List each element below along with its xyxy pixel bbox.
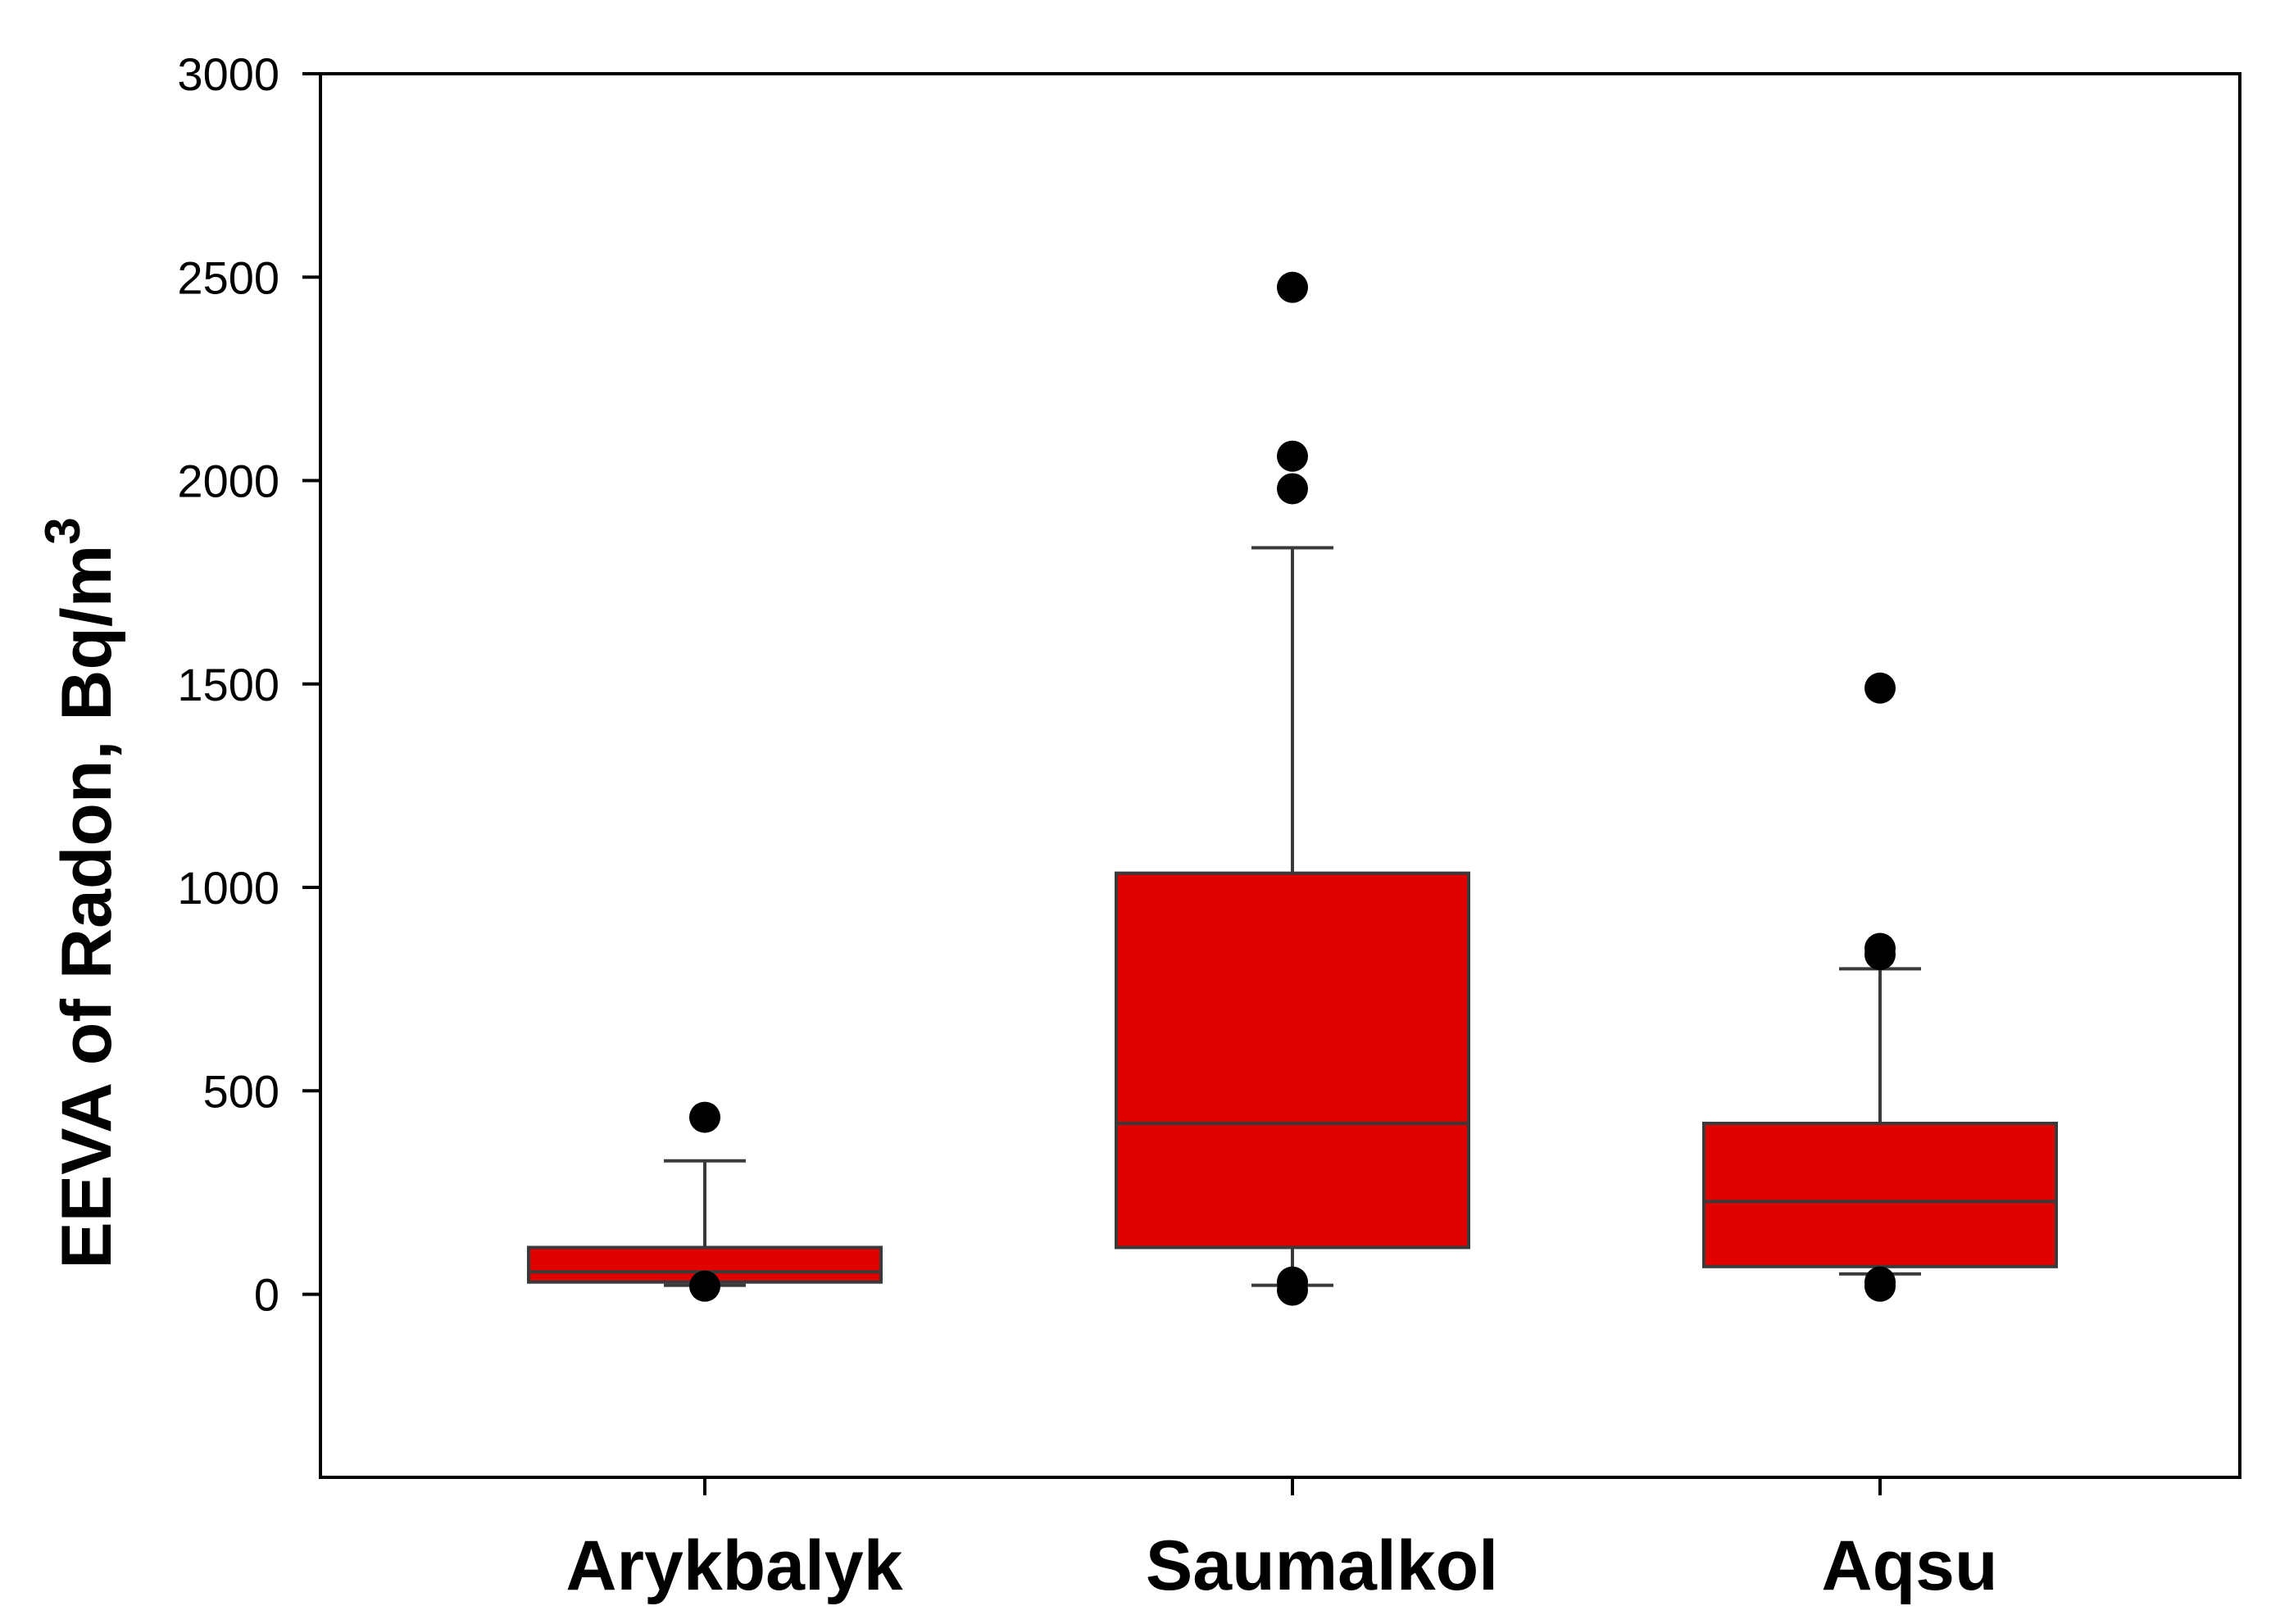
- y-tick-label-2500: 2500: [177, 252, 279, 303]
- y-axis-title: EEVA of Radon, Bq/m3: [35, 517, 126, 1268]
- y-axis-title-superscript: 3: [35, 517, 90, 544]
- outlier-point-saumalkol-4: [1277, 1274, 1308, 1306]
- outlier-point-saumalkol-1: [1277, 440, 1308, 472]
- box-group-saumalkol: [1115, 271, 1470, 1306]
- outlier-point-arykbalyk-1: [689, 1270, 720, 1302]
- outlier-point-aqsu-2: [1864, 938, 1896, 970]
- y-tick-label-500: 500: [203, 1065, 279, 1117]
- outlier-point-saumalkol-0: [1277, 271, 1308, 303]
- y-tick-label-1500: 1500: [177, 659, 279, 710]
- plot-frame: [319, 72, 2241, 1479]
- outlier-point-saumalkol-2: [1277, 473, 1308, 505]
- x-tick-label-arykbalyk: Arykbalyk: [565, 1526, 902, 1605]
- x-axis: Arykbalyk Saumalkol Aqsu: [565, 1477, 1998, 1605]
- box-saumalkol: [1115, 871, 1470, 1250]
- x-tick-label-saumalkol: Saumalkol: [1146, 1526, 1498, 1605]
- x-tick-label-aqsu: Aqsu: [1822, 1526, 1998, 1605]
- outlier-point-aqsu-0: [1864, 672, 1896, 704]
- outlier-point-aqsu-4: [1864, 1270, 1896, 1302]
- box-aqsu: [1702, 1122, 2058, 1268]
- box-group-arykbalyk: [527, 1101, 883, 1302]
- box-group-aqsu: [1702, 672, 2058, 1302]
- y-tick-label-2000: 2000: [177, 456, 279, 507]
- outlier-point-arykbalyk-0: [689, 1101, 720, 1133]
- y-axis: 0 500 1000 1500 2000 2500 3000: [177, 48, 320, 1321]
- y-tick-label-1000: 1000: [177, 862, 279, 914]
- y-tick-label-3000: 3000: [177, 48, 279, 100]
- box-series: [527, 271, 2058, 1306]
- y-tick-label-0: 0: [254, 1269, 279, 1321]
